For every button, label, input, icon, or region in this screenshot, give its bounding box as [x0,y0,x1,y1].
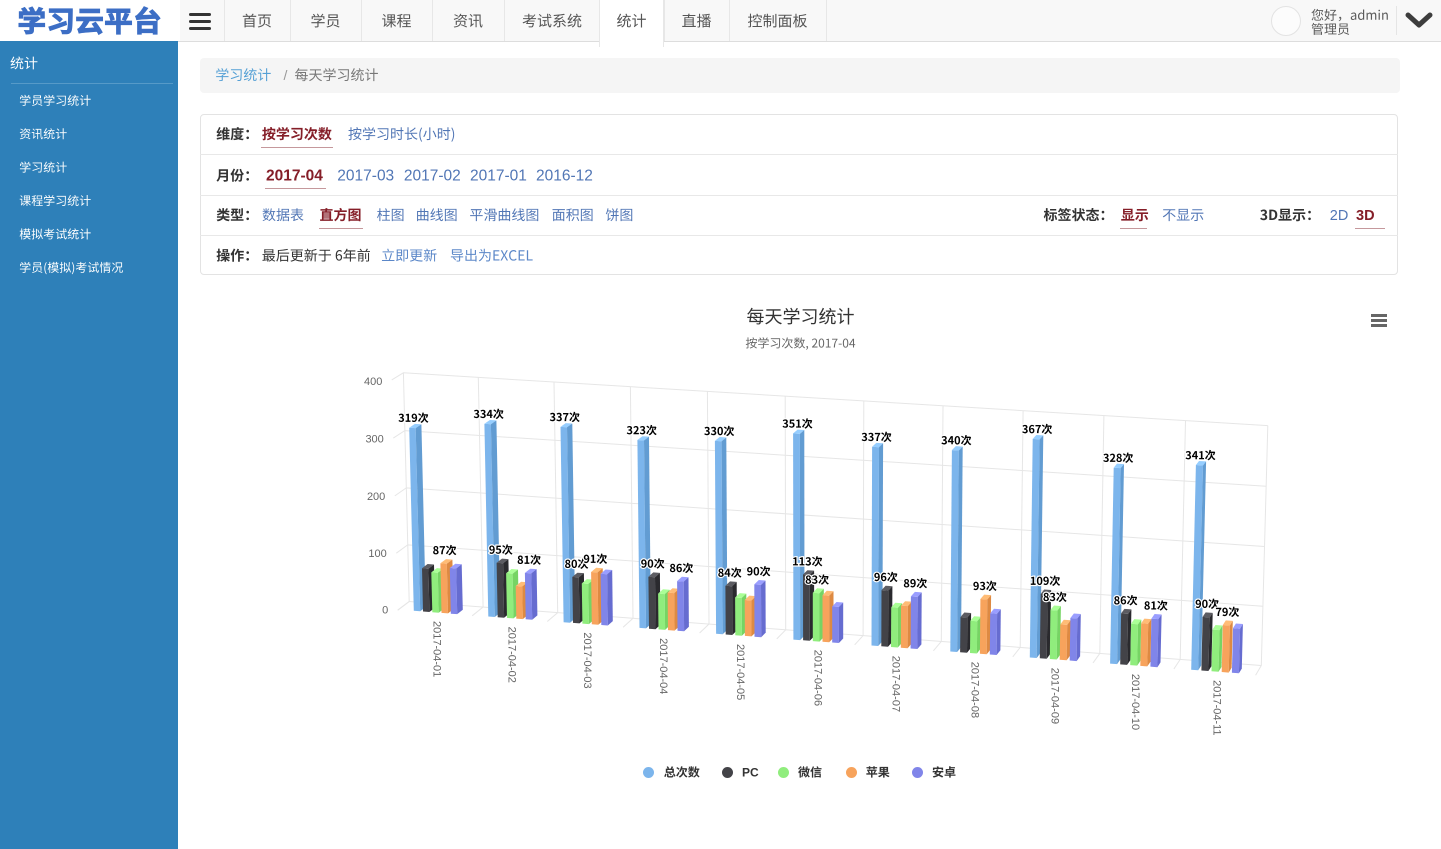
svg-text:PC: PC [742,766,759,780]
svg-text:2017-04-01: 2017-04-01 [431,621,443,677]
svg-text:400: 400 [364,376,382,388]
svg-text:2017-04-09: 2017-04-09 [1049,668,1061,724]
svg-text:100: 100 [368,548,386,560]
svg-text:0: 0 [382,605,388,617]
svg-text:2017-04-10: 2017-04-10 [1129,674,1141,730]
svg-text:2017-04-02: 2017-04-02 [505,627,517,683]
svg-text:300: 300 [365,434,383,446]
svg-text:2017-04-03: 2017-04-03 [581,632,593,688]
svg-text:2017-04-05: 2017-04-05 [734,644,746,700]
svg-text:2017-04-08: 2017-04-08 [969,662,981,718]
svg-text:2017-04-07: 2017-04-07 [890,656,902,712]
svg-text:2017-04-11: 2017-04-11 [1210,680,1222,735]
svg-text:2017-04-04: 2017-04-04 [657,638,669,694]
svg-text:2017-04-06: 2017-04-06 [811,650,823,706]
svg-text:200: 200 [367,491,385,503]
